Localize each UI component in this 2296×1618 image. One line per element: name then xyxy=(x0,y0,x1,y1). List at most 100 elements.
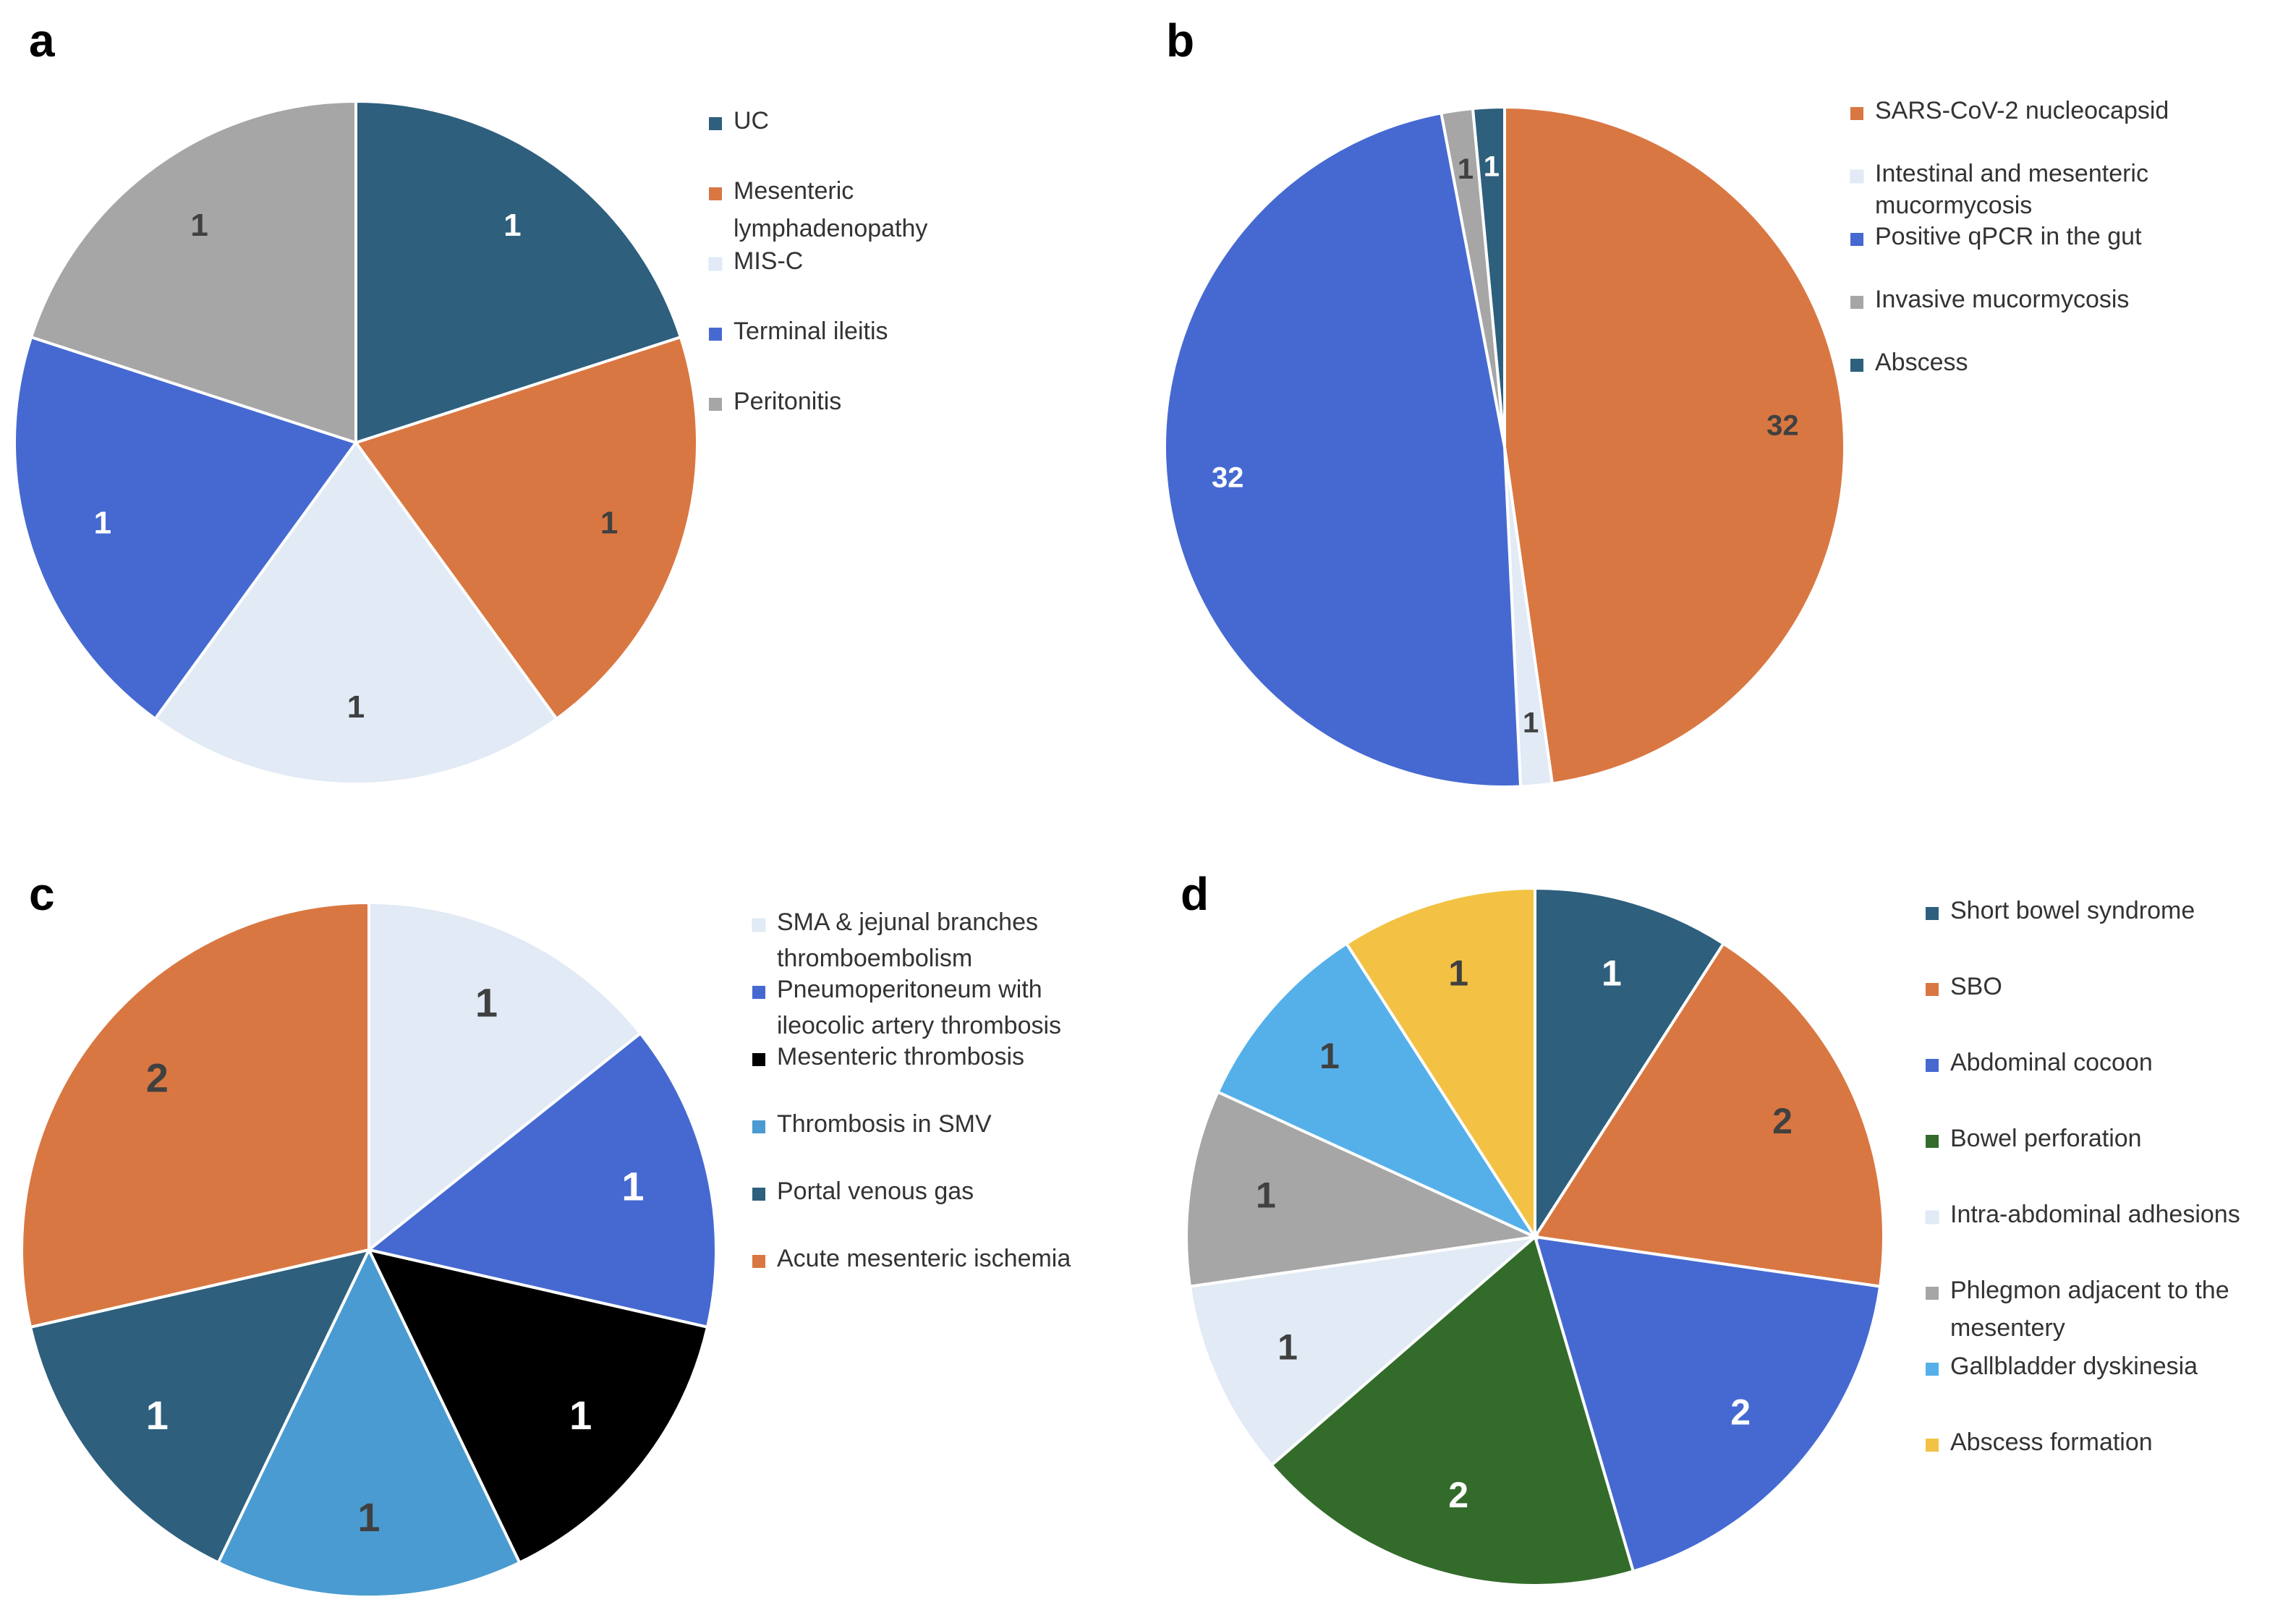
slice-data-label-c-5: 1 xyxy=(146,1392,169,1438)
legend-swatch-c-5 xyxy=(752,1188,765,1201)
slice-data-label-b-2: 1 xyxy=(1523,707,1539,738)
slice-data-label-c-1: 1 xyxy=(475,979,498,1025)
pie-slice-c-3 xyxy=(366,1248,710,1565)
pie-slice-c-2 xyxy=(365,1031,718,1329)
pie-slice-c-4 xyxy=(216,1246,522,1599)
slice-data-label-d-4: 2 xyxy=(1448,1475,1468,1515)
legend-label-a-1: UC xyxy=(734,107,769,135)
slice-data-label-b-3: 32 xyxy=(1212,462,1244,494)
legend-label-b-3: Positive qPCR in the gut xyxy=(1875,223,2142,250)
slice-data-label-d-1: 1 xyxy=(1602,953,1622,994)
slice-data-label-a-5: 1 xyxy=(190,208,208,243)
slice-data-label-b-1: 32 xyxy=(1766,409,1799,441)
legend-swatch-d-5 xyxy=(1925,1210,1939,1225)
legend-label-d-6-line-2: mesentery xyxy=(1950,1314,2065,1342)
panel-c: c 1 1 1 1 1 2 SMA & jejunal branches thromboemb… xyxy=(20,868,1071,1599)
pie-slice-b-3 xyxy=(1163,111,1523,788)
slice-data-label-a-3: 1 xyxy=(347,689,365,725)
legend-label-a-2-line-2: lymphadenopathy xyxy=(734,215,927,242)
legend-label-c-1-line-1: SMA & jejunal branches xyxy=(777,908,1038,936)
legend-label-d-1: Short bowel syndrome xyxy=(1950,897,2195,924)
legend-swatch-b-3 xyxy=(1850,233,1863,246)
legend-swatch-d-6 xyxy=(1926,1287,1939,1300)
slice-data-label-b-5: 1 xyxy=(1484,151,1500,183)
legend-swatch-d-1 xyxy=(1926,907,1939,920)
legend-swatch-c-2 xyxy=(752,986,765,999)
legend-swatch-c-4 xyxy=(752,1120,765,1133)
legend-label-c-2-line-1: Pneumoperitoneum with xyxy=(777,976,1042,1003)
legend-swatch-b-5 xyxy=(1850,359,1863,372)
pie-slice-a-4 xyxy=(13,335,359,721)
legend-label-b-4: Invasive mucormycosis xyxy=(1875,286,2129,313)
legend-label-c-3: Mesenteric thrombosis xyxy=(777,1043,1024,1070)
legend-label-a-2-line-1: Mesenteric xyxy=(734,177,854,205)
legend-swatch-d-7 xyxy=(1926,1363,1939,1376)
slice-data-label-a-1: 1 xyxy=(503,208,521,243)
legend-swatch-d-3 xyxy=(1926,1059,1939,1072)
legend-label-d-3: Abdominal cocoon xyxy=(1950,1049,2153,1076)
pie-slice-d-6 xyxy=(1185,1090,1541,1288)
legend-label-b-5: Abscess xyxy=(1875,349,1968,376)
panel-letter-d: d xyxy=(1181,868,1209,920)
slice-data-label-c-6: 2 xyxy=(146,1055,169,1100)
legend-swatch-c-3 xyxy=(752,1053,765,1066)
slice-data-label-d-5: 1 xyxy=(1277,1327,1298,1367)
pie-slice-a-2 xyxy=(353,335,699,721)
slice-data-label-a-2: 1 xyxy=(600,505,618,540)
pie-slice-b-1 xyxy=(1503,105,1846,785)
pie-slice-d-3 xyxy=(1533,1235,1882,1573)
legend-label-d-6-line-1: Phlegmon adjacent to the xyxy=(1950,1277,2229,1304)
legend-label-c-2-line-2: ileocolic artery thrombosis xyxy=(777,1012,1061,1039)
slice-data-label-c-2: 1 xyxy=(621,1163,644,1209)
pie-slice-d-5 xyxy=(1188,1235,1540,1468)
legend-label-a-3: MIS-C xyxy=(734,247,803,275)
legend-label-b-2-line-2: mucormycosis xyxy=(1875,192,2032,219)
pie-slice-b-5 xyxy=(1471,105,1506,448)
slice-data-label-d-7: 1 xyxy=(1319,1036,1340,1076)
legend-swatch-b-1 xyxy=(1850,107,1863,120)
legend-swatch-a-2 xyxy=(709,187,722,200)
slice-data-label-c-4: 1 xyxy=(357,1494,380,1540)
legend-label-d-8: Abscess formation xyxy=(1950,1428,2153,1456)
legend-label-c-1-line-2: thromboembolism xyxy=(777,945,972,972)
pie-slice-a-3 xyxy=(153,440,559,785)
slice-data-label-d-2: 2 xyxy=(1772,1101,1793,1141)
legend-swatch-d-2 xyxy=(1926,983,1939,996)
legend-swatch-a-1 xyxy=(709,117,722,130)
panel-letter-b: b xyxy=(1166,14,1194,67)
panel-a: a 1 1 1 1 1 UC Mesenteric lymphadenopathy MIS-C T… xyxy=(13,14,927,785)
legend-swatch-b-2 xyxy=(1850,169,1864,184)
pie-slice-c-5 xyxy=(28,1248,372,1565)
pie-slice-d-2 xyxy=(1532,941,1885,1288)
legend-swatch-b-4 xyxy=(1850,296,1863,309)
legend-label-d-5: Intra-abdominal adhesions xyxy=(1950,1201,2240,1228)
legend-label-d-4: Bowel perforation xyxy=(1950,1125,2142,1152)
legend-label-d-2: SBO xyxy=(1950,973,2002,1000)
pie-slice-d-8 xyxy=(1344,886,1536,1242)
legend-label-a-4: Terminal ileitis xyxy=(734,318,888,345)
slice-data-label-b-4: 1 xyxy=(1458,153,1474,185)
slice-data-label-a-4: 1 xyxy=(94,505,111,540)
legend-label-a-5: Peritonitis xyxy=(734,388,841,415)
pie-slice-c-6 xyxy=(20,900,370,1329)
slice-data-label-d-8: 1 xyxy=(1448,953,1468,994)
legend-swatch-c-6 xyxy=(752,1255,765,1268)
panel-letter-a: a xyxy=(29,14,55,67)
pie-slice-a-1 xyxy=(354,99,683,445)
legend-label-b-1: SARS-CoV-2 nucleocapsid xyxy=(1875,97,2169,124)
legend-swatch-a-5 xyxy=(709,398,722,411)
slice-data-label-c-3: 1 xyxy=(569,1392,592,1438)
panel-d: d 1 2 2 2 1 1 1 1 Short bowel syndrome SBO Abdomin… xyxy=(1181,868,2240,1587)
legend-label-d-7: Gallbladder dyskinesia xyxy=(1950,1353,2198,1380)
pie-slice-c-1 xyxy=(367,900,643,1253)
pie-slice-a-5 xyxy=(29,99,357,445)
legend-swatch-d-4 xyxy=(1926,1135,1939,1148)
slice-data-label-d-6: 1 xyxy=(1256,1175,1276,1216)
legend-label-b-2-line-1: Intestinal and mesenteric xyxy=(1875,160,2148,187)
legend-swatch-a-3 xyxy=(708,257,723,271)
panel-letter-c: c xyxy=(29,868,55,920)
legend-label-c-5: Portal venous gas xyxy=(777,1178,974,1205)
pie-slice-d-7 xyxy=(1215,941,1539,1240)
